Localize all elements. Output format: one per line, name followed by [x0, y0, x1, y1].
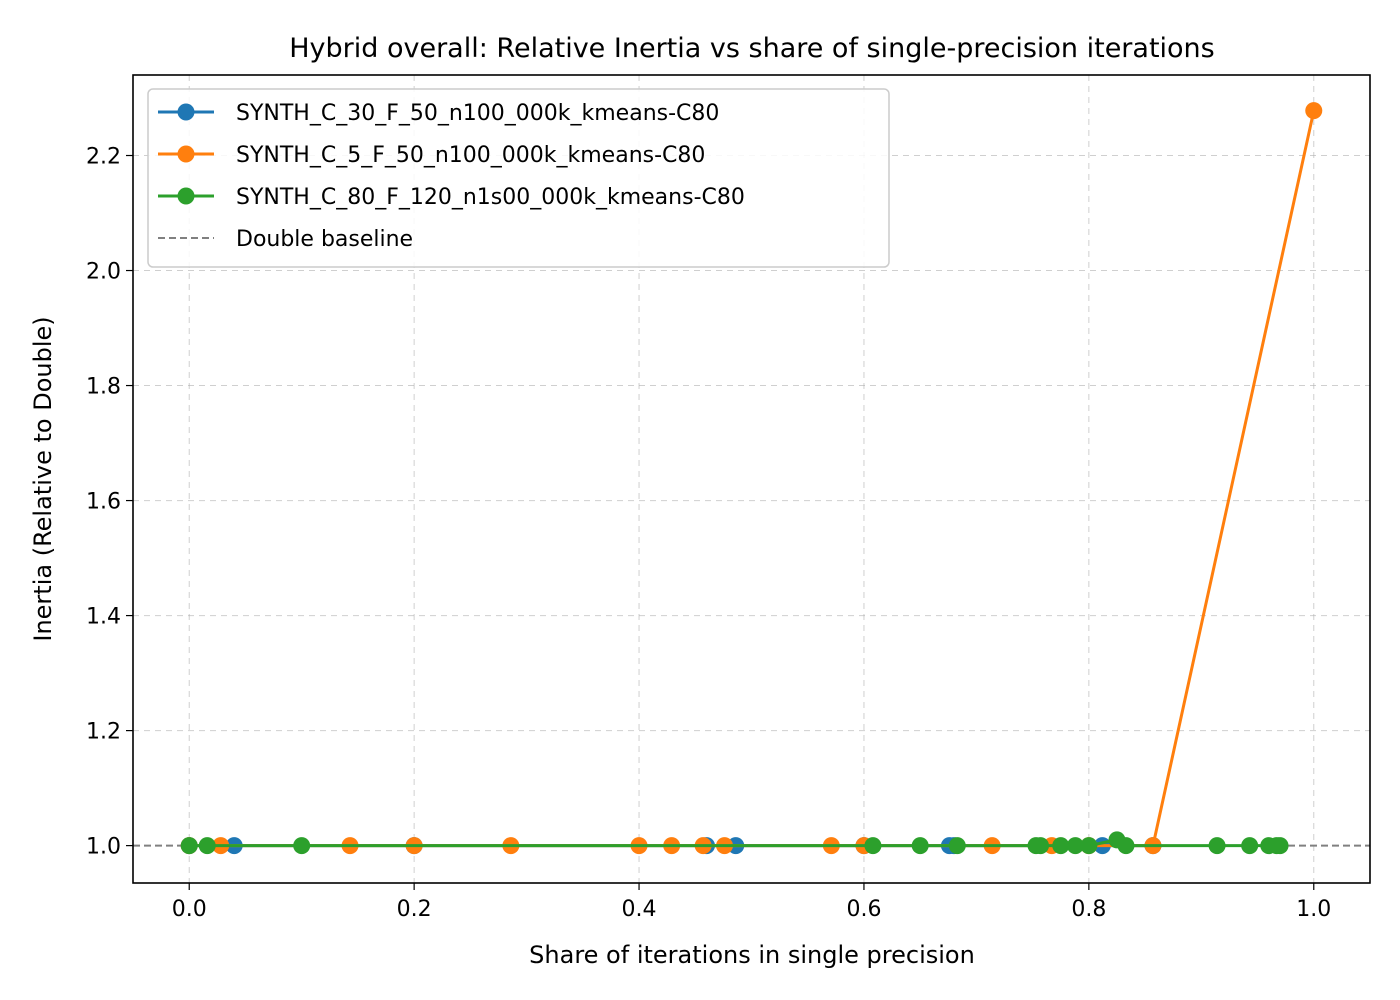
- data-point: [180, 837, 198, 855]
- plot-frame: [132, 74, 1371, 884]
- x-tick-label: 0.6: [846, 897, 881, 922]
- data-point: [1032, 837, 1050, 855]
- data-point: [1305, 102, 1323, 120]
- legend-label: SYNTH_C_30_F_50_n100_000k_kmeans-C80: [236, 101, 719, 126]
- legend-entry: SYNTH_C_80_F_120_n1s00_000k_kmeans-C80: [158, 185, 745, 210]
- legend-entry: Double baseline: [158, 227, 413, 252]
- legend-label: SYNTH_C_5_F_50_n100_000k_kmeans-C80: [236, 143, 705, 168]
- data-point: [948, 837, 966, 855]
- y-tick-label: 1.2: [86, 720, 121, 745]
- x-tick-label: 0.4: [622, 897, 657, 922]
- legend-marker: [177, 103, 195, 121]
- y-tick-label: 1.4: [86, 605, 121, 630]
- x-tick-label: 0.0: [172, 897, 207, 922]
- data-point: [198, 837, 216, 855]
- x-axis-label: Share of iterations in single precision: [529, 941, 975, 969]
- legend: SYNTH_C_30_F_50_n100_000k_kmeans-C80 SYNT…: [147, 88, 890, 268]
- x-axis-ticks: 0.0 0.2 0.4 0.6 0.8 1.0: [172, 883, 1331, 922]
- legend-entry: SYNTH_C_5_F_50_n100_000k_kmeans-C80: [158, 143, 705, 168]
- x-tick-label: 1.0: [1296, 897, 1331, 922]
- legend-label: SYNTH_C_80_F_120_n1s00_000k_kmeans-C80: [236, 185, 745, 210]
- y-tick-label: 1.0: [86, 835, 121, 860]
- legend-marker: [177, 145, 195, 163]
- data-point: [1271, 837, 1289, 855]
- legend-marker: [177, 187, 195, 205]
- chart-title: Hybrid overall: Relative Inertia vs shar…: [289, 33, 1215, 64]
- x-tick-label: 0.2: [397, 897, 432, 922]
- y-axis-label: Inertia (Relative to Double): [29, 316, 57, 641]
- legend-entry: SYNTH_C_30_F_50_n100_000k_kmeans-C80: [158, 101, 719, 126]
- legend-box: [147, 88, 890, 268]
- data-point: [1208, 837, 1226, 855]
- y-tick-label: 1.6: [86, 490, 121, 515]
- series-layer: [180, 102, 1323, 855]
- series-3: [180, 831, 1289, 855]
- data-point: [1052, 837, 1070, 855]
- data-point: [1241, 837, 1259, 855]
- data-point: [1066, 837, 1084, 855]
- data-point: [293, 837, 311, 855]
- data-point: [1117, 837, 1135, 855]
- data-point: [911, 837, 929, 855]
- y-tick-label: 2.0: [86, 260, 121, 285]
- y-axis-ticks: 1.0 1.2 1.4 1.6 1.8 2.0 2.2: [86, 145, 133, 860]
- y-tick-label: 2.2: [86, 145, 121, 170]
- x-tick-label: 0.8: [1071, 897, 1106, 922]
- y-tick-label: 1.8: [86, 375, 121, 400]
- legend-items: SYNTH_C_30_F_50_n100_000k_kmeans-C80 SYNT…: [158, 101, 745, 252]
- data-point: [864, 837, 882, 855]
- legend-label: Double baseline: [236, 227, 413, 252]
- data-point: [1080, 837, 1098, 855]
